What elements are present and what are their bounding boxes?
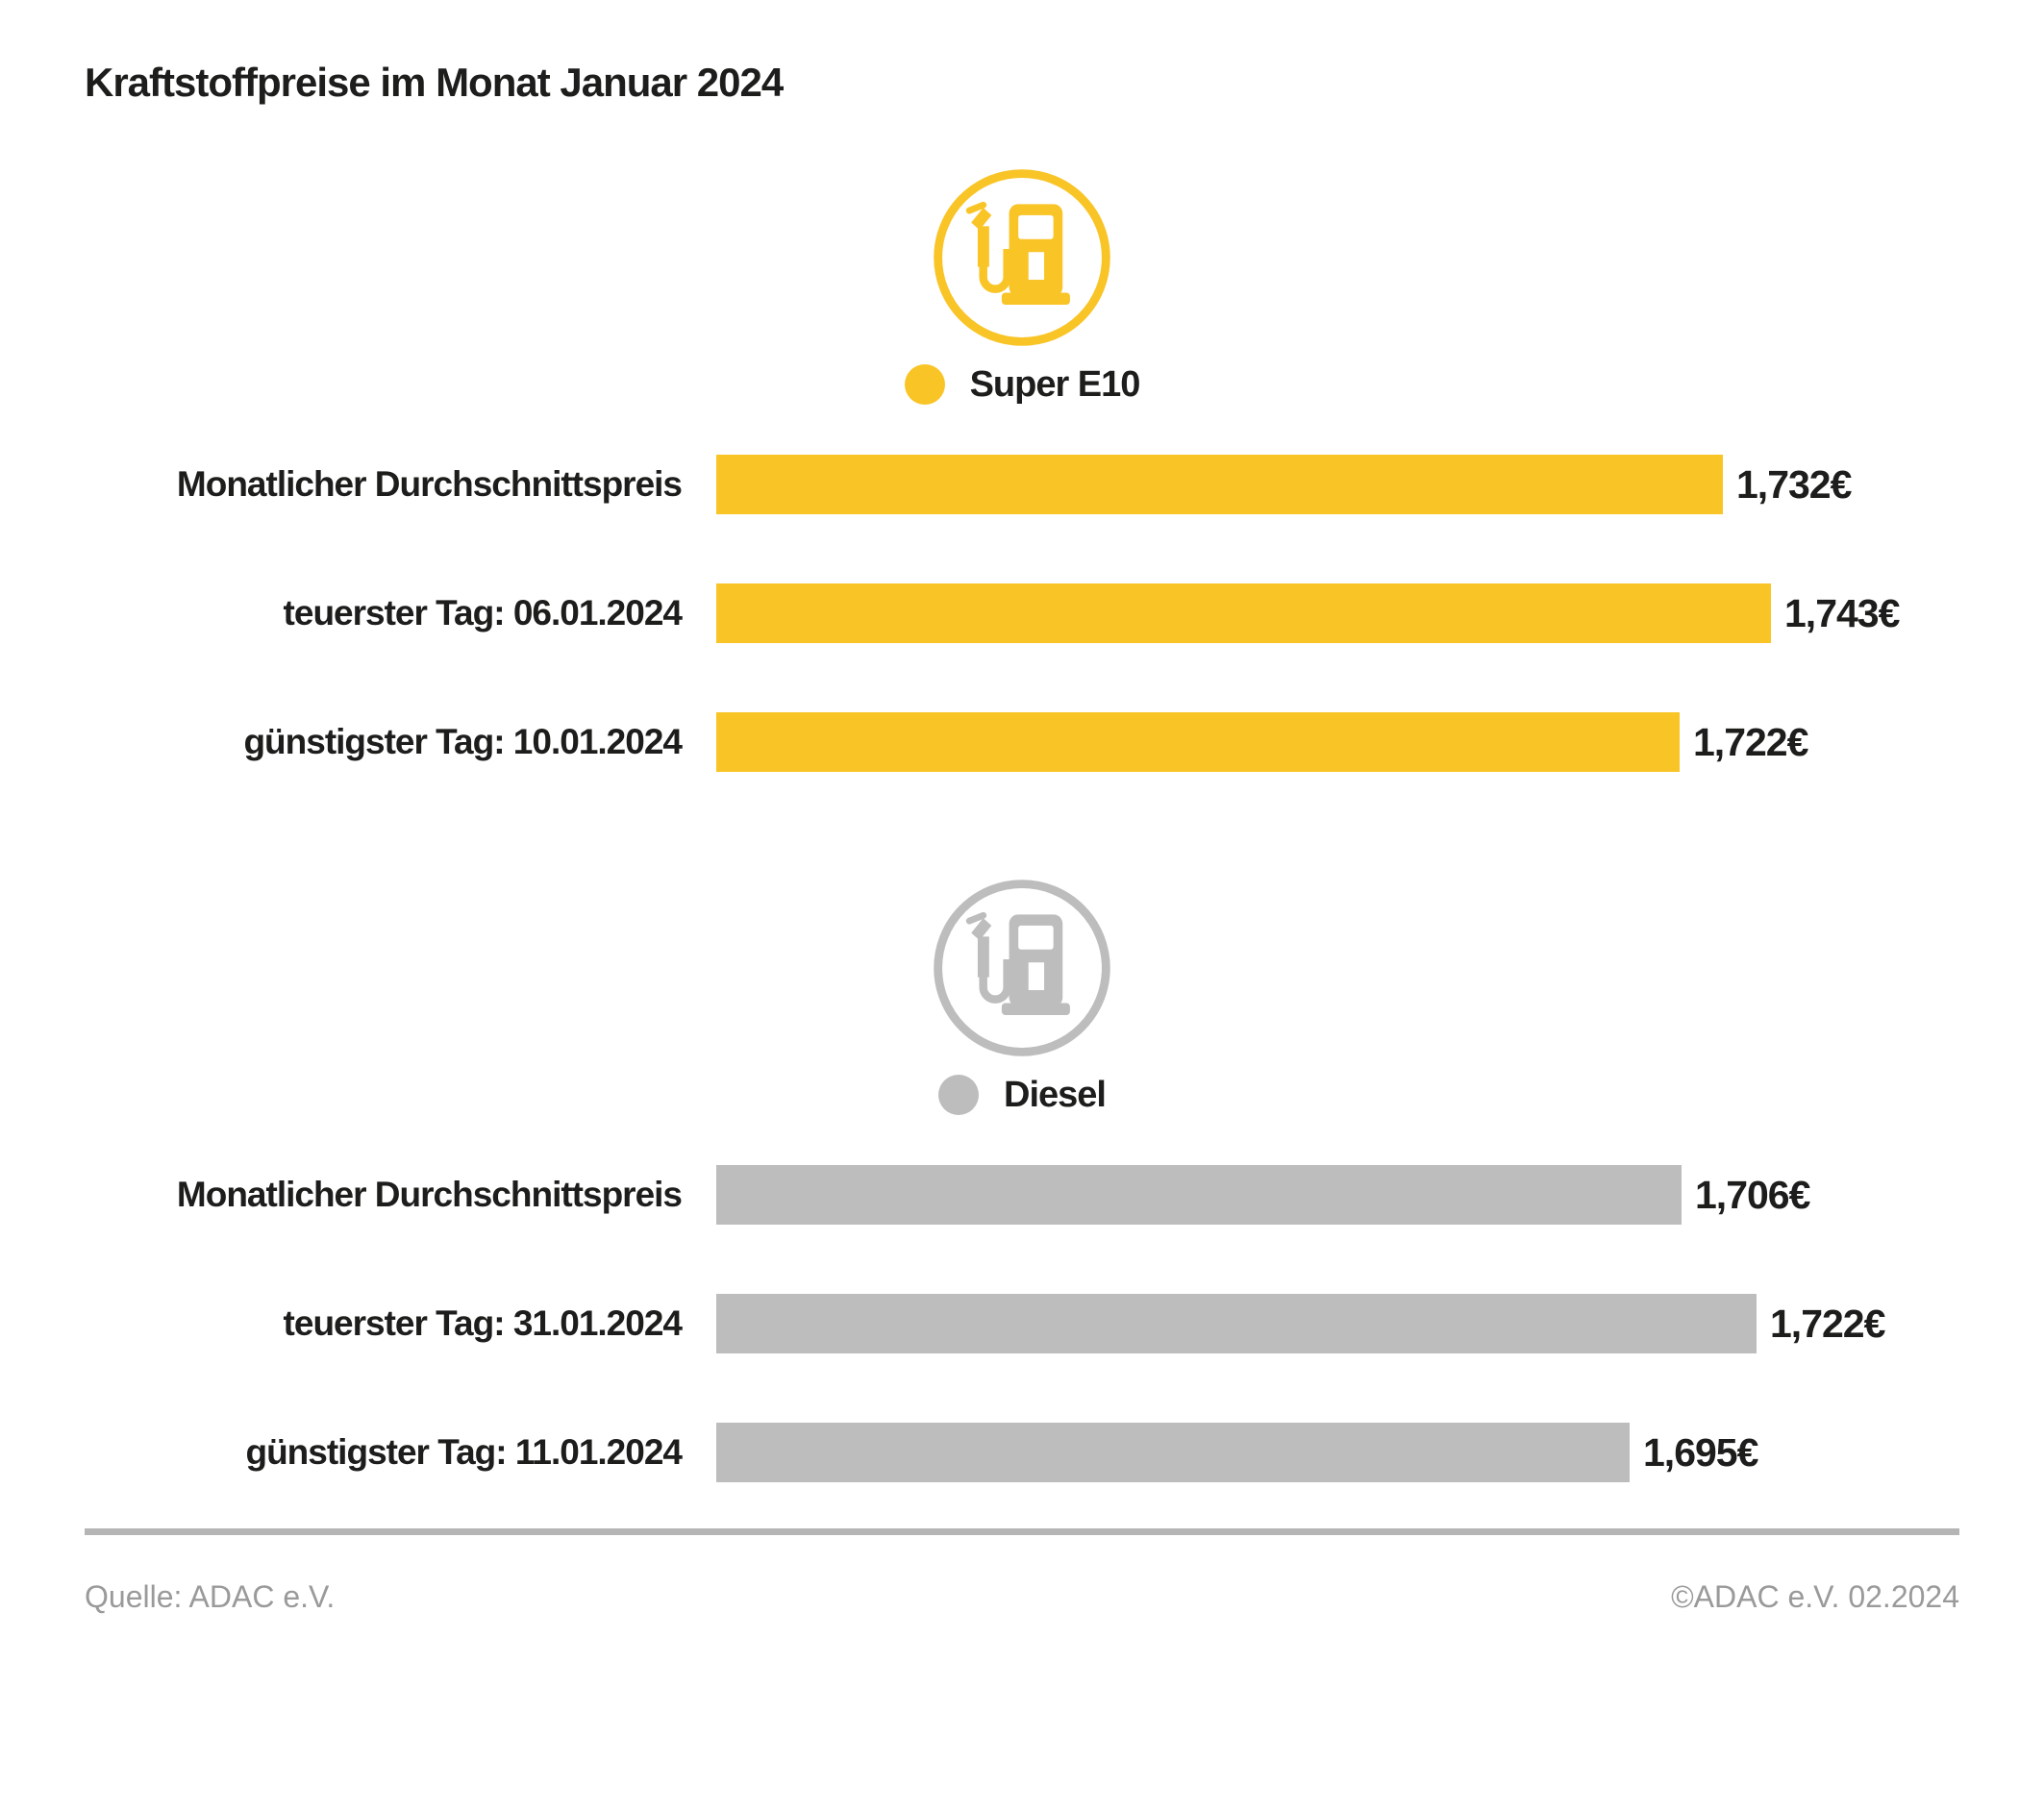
legend-dot [938,1075,980,1115]
bar-label: günstigster Tag: 11.01.2024 [245,1432,683,1472]
chart-groups: Super E10 Monatlicher Durchschnittspreis… [85,165,1959,1482]
bar-label: teuerster Tag: 31.01.2024 [283,1303,683,1343]
bar-rows: Monatlicher Durchschnittspreis 1,706€ te… [85,1165,1959,1482]
bar-label: Monatlicher Durchschnittspreis [176,1175,683,1214]
bar [716,1423,1630,1482]
bar-row: Monatlicher Durchschnittspreis 1,732€ [85,455,1959,514]
source-note: Quelle: ADAC e.V. [85,1579,336,1614]
page-footer: Quelle: ADAC e.V. ©ADAC e.V. 02.2024 [85,1579,1959,1615]
footer-divider [85,1528,1959,1535]
bar-area: 1,722€ [716,712,1959,772]
bar-row: teuerster Tag: 06.01.2024 1,743€ [85,583,1959,643]
bar-area: 1,722€ [716,1294,1959,1353]
bar-row: günstigster Tag: 10.01.2024 1,722€ [85,712,1959,772]
bar-area: 1,695€ [716,1423,1959,1482]
copyright-note: ©ADAC e.V. 02.2024 [1671,1579,1959,1614]
bar-value: 1,743€ [1784,590,1900,635]
bar-row: günstigster Tag: 11.01.2024 1,695€ [85,1423,1959,1482]
bar [716,583,1771,643]
bar-value: 1,722€ [1693,719,1808,764]
bar-value: 1,695€ [1643,1429,1758,1475]
bar-rows: Monatlicher Durchschnittspreis 1,732€ te… [85,455,1959,772]
bar-area: 1,732€ [716,455,1959,514]
bar-label: günstigster Tag: 10.01.2024 [243,722,683,761]
bar-area: 1,743€ [716,583,1959,643]
bar-area: 1,706€ [716,1165,1959,1225]
legend: Diesel [85,1073,1959,1117]
bar [716,455,1723,514]
bar-value: 1,722€ [1770,1301,1885,1346]
bar-value: 1,706€ [1695,1172,1810,1217]
fuel-pump-icon [930,165,1114,350]
bar-row: Monatlicher Durchschnittspreis 1,706€ [85,1165,1959,1225]
legend-label: Diesel [1004,1074,1107,1115]
bar [716,1294,1757,1353]
bar [716,712,1680,772]
fuel-group-diesel: Diesel Monatlicher Durchschnittspreis 1,… [85,876,1959,1482]
bar-value: 1,732€ [1736,461,1852,507]
legend-label: Super E10 [969,363,1141,405]
fuel-pump-icon [930,876,1114,1060]
legend: Super E10 [85,362,1959,407]
bar-label: Monatlicher Durchschnittspreis [176,464,683,504]
bar-label: teuerster Tag: 06.01.2024 [283,593,683,633]
legend-dot [904,364,945,405]
page-title: Kraftstoffpreise im Monat Januar 2024 [85,60,784,105]
bar [716,1165,1682,1225]
fuel-group-super-e10: Super E10 Monatlicher Durchschnittspreis… [85,165,1959,772]
bar-row: teuerster Tag: 31.01.2024 1,722€ [85,1294,1959,1353]
